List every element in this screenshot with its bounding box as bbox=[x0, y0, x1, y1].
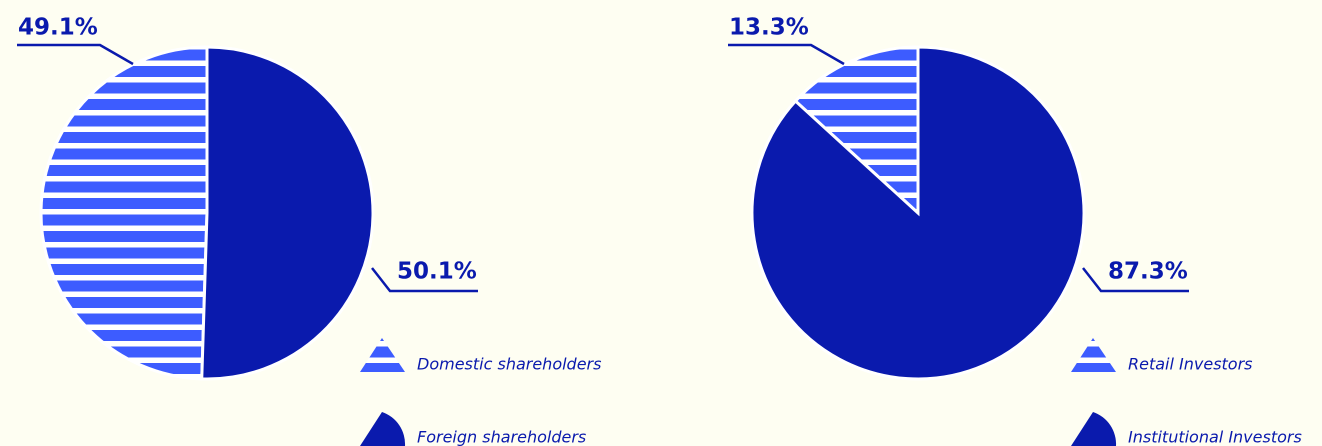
legend-label: Retail Investors bbox=[1128, 355, 1253, 374]
legend-icon bbox=[1071, 338, 1116, 372]
value-label: 49.1% bbox=[18, 15, 98, 41]
legend-label: Foreign shareholders bbox=[417, 428, 586, 446]
value-label: 50.1% bbox=[397, 259, 477, 285]
pie-slice bbox=[200, 45, 375, 381]
legend-label: Institutional Investors bbox=[1128, 428, 1302, 446]
leader-line bbox=[371, 267, 478, 293]
legend-label: Domestic shareholders bbox=[417, 355, 601, 374]
value-label: 13.3% bbox=[729, 15, 809, 41]
legend-icon bbox=[360, 412, 406, 446]
legend-icon bbox=[1071, 412, 1117, 446]
leader-line bbox=[1082, 267, 1189, 293]
pie-slice bbox=[39, 45, 209, 381]
pie-slice bbox=[793, 45, 920, 217]
leader-line bbox=[17, 43, 134, 66]
pie-slice bbox=[750, 45, 1086, 381]
legend-icon bbox=[360, 338, 405, 372]
leader-line bbox=[728, 43, 845, 66]
value-label: 87.3% bbox=[1108, 259, 1188, 285]
